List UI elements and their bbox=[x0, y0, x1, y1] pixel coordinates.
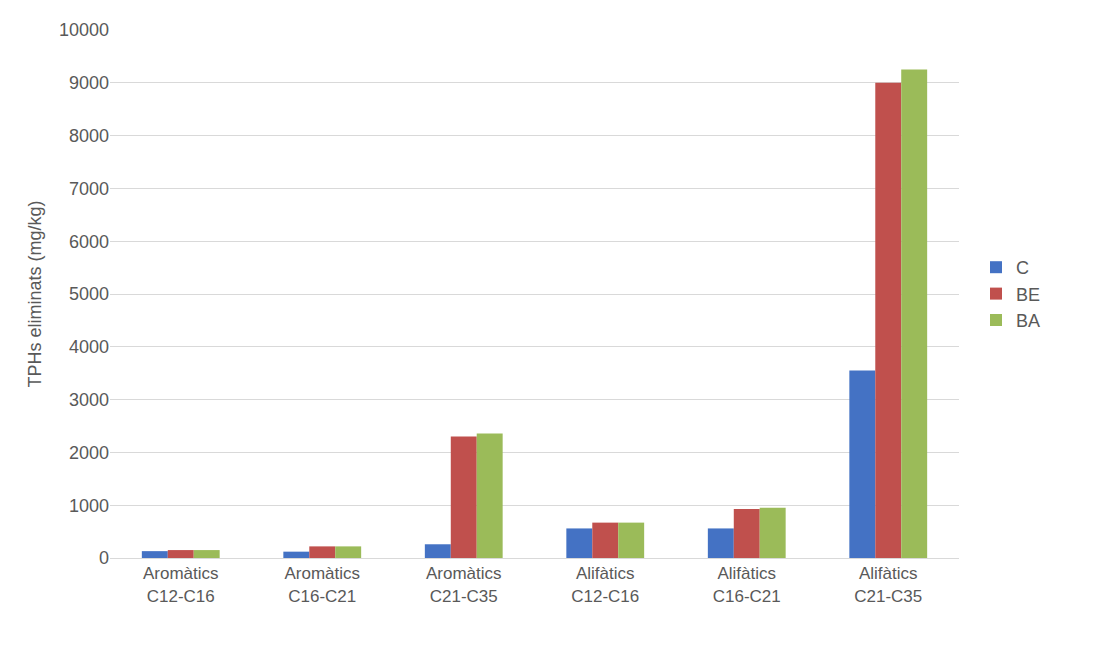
svg-text:AlifàticsC16-C21: AlifàticsC16-C21 bbox=[713, 564, 781, 605]
svg-text:AromàticsC16-C21: AromàticsC16-C21 bbox=[284, 564, 360, 605]
svg-text:4000: 4000 bbox=[69, 337, 109, 357]
svg-text:AromàticsC21-C35: AromàticsC21-C35 bbox=[426, 564, 502, 605]
svg-text:C: C bbox=[1016, 258, 1029, 278]
svg-text:0: 0 bbox=[99, 548, 109, 568]
svg-text:10000: 10000 bbox=[59, 20, 109, 40]
svg-text:3000: 3000 bbox=[69, 390, 109, 410]
svg-text:7000: 7000 bbox=[69, 179, 109, 199]
svg-text:2000: 2000 bbox=[69, 443, 109, 463]
svg-text:9000: 9000 bbox=[69, 73, 109, 93]
svg-text:BE: BE bbox=[1016, 285, 1040, 305]
svg-text:6000: 6000 bbox=[69, 232, 109, 252]
svg-text:AlifàticsC21-C35: AlifàticsC21-C35 bbox=[854, 564, 922, 605]
svg-text:BA: BA bbox=[1016, 311, 1040, 331]
svg-text:8000: 8000 bbox=[69, 126, 109, 146]
svg-text:AlifàticsC12-C16: AlifàticsC12-C16 bbox=[571, 564, 639, 605]
svg-text:5000: 5000 bbox=[69, 284, 109, 304]
svg-text:TPHs eliminats (mg/kg): TPHs eliminats (mg/kg) bbox=[25, 200, 45, 387]
svg-text:AromàticsC12-C16: AromàticsC12-C16 bbox=[143, 564, 219, 605]
svg-text:1000: 1000 bbox=[69, 496, 109, 516]
